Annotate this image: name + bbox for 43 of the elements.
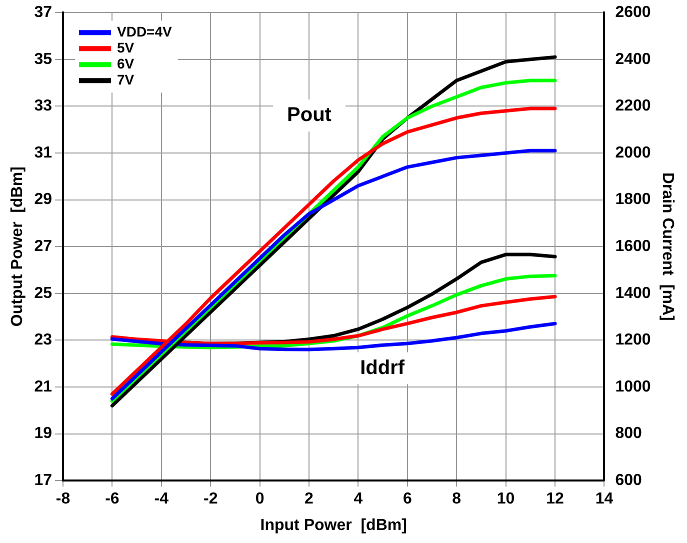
y-tick-label: 31 bbox=[34, 144, 52, 162]
legend-label: 7V bbox=[116, 71, 135, 88]
x-tick-label: -8 bbox=[56, 490, 70, 508]
y-tick-label: 21 bbox=[34, 378, 52, 396]
y2-tick-label: 600 bbox=[615, 472, 642, 490]
x-tick-label: 0 bbox=[255, 490, 264, 508]
y2-tick-label: 1200 bbox=[615, 332, 651, 349]
annotation: Iddrf bbox=[360, 356, 405, 379]
x-tick-label: 4 bbox=[354, 490, 363, 508]
x-tick-label: 10 bbox=[496, 490, 515, 508]
y2-tick-label: 2000 bbox=[615, 144, 651, 162]
legend-label: 5V bbox=[116, 39, 135, 56]
y2-axis-title: Drain Current [mA] bbox=[658, 172, 676, 321]
x-axis-title: Input Power [dBm] bbox=[260, 516, 407, 534]
y2-tick-label: 2400 bbox=[615, 50, 651, 68]
y-tick-label: 19 bbox=[34, 425, 52, 442]
y-tick-label: 29 bbox=[34, 191, 52, 208]
y-tick-label: 17 bbox=[34, 472, 52, 490]
x-tick-label: 2 bbox=[304, 490, 314, 508]
y2-tick-label: 800 bbox=[615, 425, 642, 442]
legend-label: 6V bbox=[116, 55, 135, 72]
y2-tick-label: 1800 bbox=[615, 191, 651, 208]
y2-tick-label: 1600 bbox=[615, 238, 651, 256]
x-tick-label: -2 bbox=[203, 490, 218, 508]
y-tick-label: 37 bbox=[34, 4, 52, 22]
y-tick-label: 33 bbox=[34, 98, 52, 115]
y2-tick-label: 2600 bbox=[615, 4, 651, 22]
legend-label: VDD=4V bbox=[116, 23, 173, 40]
y2-tick-label: 1000 bbox=[615, 378, 651, 396]
y-tick-label: 25 bbox=[34, 284, 52, 302]
annotation: Pout bbox=[287, 104, 332, 126]
x-tick-label: 14 bbox=[595, 490, 614, 508]
x-tick-label: -6 bbox=[105, 490, 120, 508]
y-tick-label: 23 bbox=[34, 332, 52, 349]
y-tick-label: 35 bbox=[34, 50, 52, 68]
x-tick-label: 12 bbox=[546, 490, 564, 508]
y-axis-title: Output Power [dBm] bbox=[9, 166, 26, 327]
x-tick-label: -4 bbox=[154, 490, 169, 508]
x-tick-label: 8 bbox=[452, 490, 462, 508]
x-tick-label: 6 bbox=[402, 490, 412, 508]
y2-tick-label: 1400 bbox=[615, 284, 651, 302]
y-tick-label: 27 bbox=[34, 238, 52, 256]
y2-tick-label: 2200 bbox=[615, 98, 651, 115]
